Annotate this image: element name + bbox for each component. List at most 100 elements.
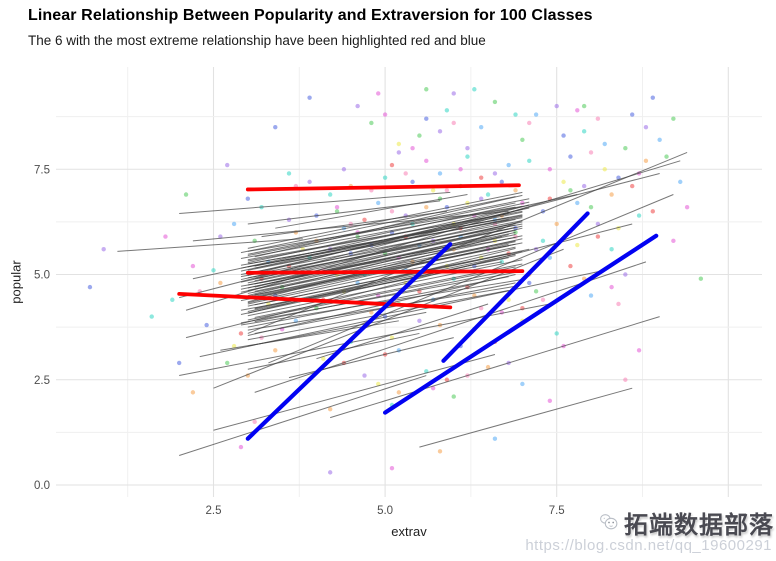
scatter-point — [499, 179, 504, 185]
scatter-point — [451, 120, 456, 126]
scatter-point — [588, 204, 594, 210]
scatter-point — [87, 284, 93, 290]
regression-line-gray — [247, 191, 523, 249]
scatter-point — [588, 293, 594, 298]
regression-line-gray — [179, 191, 451, 214]
regression-line-gray — [247, 242, 523, 297]
regression-line-gray — [240, 236, 516, 287]
regression-line-gray — [419, 387, 633, 448]
regression-line-gray — [254, 235, 523, 292]
scatter-point — [568, 154, 573, 159]
scatter-point — [636, 348, 642, 353]
scatter-point — [575, 108, 580, 113]
scatter-point — [327, 192, 333, 197]
scatter-point — [183, 192, 189, 197]
scatter-point — [465, 154, 470, 159]
scatter-point — [547, 167, 553, 172]
scatter-point — [410, 146, 415, 151]
scatter-point — [211, 268, 216, 273]
regression-line-gray — [247, 204, 530, 276]
scatter-point — [437, 449, 443, 454]
scatter-point — [678, 179, 683, 185]
y-tick-label: 7.5 — [34, 164, 50, 176]
regression-line-red — [177, 291, 453, 310]
scatter-point — [238, 331, 244, 336]
scatter-point — [472, 87, 477, 92]
scatter-point — [369, 120, 374, 126]
scatter-point — [478, 196, 484, 201]
scatter-point — [643, 158, 649, 164]
regression-line-gray — [240, 205, 523, 259]
scatter-point — [245, 196, 251, 201]
scatter-point — [362, 217, 367, 222]
scatter-point — [163, 234, 168, 239]
scatter-point — [238, 444, 244, 450]
regression-line-gray — [117, 238, 303, 252]
y-tick-label: 5.0 — [34, 270, 50, 282]
scatter-point — [376, 200, 381, 206]
scatter-point — [492, 99, 498, 105]
scatter-point — [231, 343, 237, 349]
scatter-point — [698, 276, 704, 281]
regression-line-gray — [247, 246, 516, 305]
scatter-point — [547, 255, 553, 260]
scatter-point — [465, 146, 470, 151]
regression-line-gray — [247, 266, 516, 321]
scatter-point — [506, 297, 511, 302]
scatter-point — [190, 390, 196, 395]
watermark-url: https://blog.csdn.net/qq_19600291 — [525, 537, 772, 554]
scatter-point — [513, 188, 518, 193]
watermark: 拓端数据部落 — [598, 502, 774, 542]
scatter-point — [664, 154, 669, 159]
scatter-point — [327, 407, 333, 412]
scatter-point — [513, 112, 518, 117]
regression-line-gray — [220, 320, 399, 351]
chart-title: Linear Relationship Between Popularity a… — [28, 7, 593, 24]
regression-line-gray — [247, 217, 523, 268]
scatter-point — [527, 280, 532, 286]
scatter-point — [520, 137, 525, 142]
scatter-point — [609, 284, 614, 290]
scatter-point — [527, 158, 532, 164]
scatter-point — [554, 221, 559, 227]
scatter-point — [396, 150, 402, 155]
regression-line-gray — [316, 303, 489, 360]
scatter-point — [417, 133, 422, 138]
regression-line-gray — [179, 375, 427, 457]
regression-line-gray — [240, 270, 523, 324]
regression-line-gray — [213, 354, 496, 431]
scatter-point — [376, 91, 381, 96]
scatter-point — [327, 470, 333, 475]
scatter-point — [588, 150, 594, 155]
scatter-point — [609, 192, 614, 197]
scatter-point — [190, 263, 196, 269]
scatter-point — [410, 179, 415, 185]
scatter-point — [355, 103, 360, 109]
scatter-point — [424, 116, 429, 121]
scatter-point — [444, 108, 450, 113]
scatter-point — [389, 209, 395, 214]
scatter-point — [581, 103, 587, 109]
scatter-point — [623, 377, 628, 382]
scatter-point — [602, 167, 607, 172]
scatter-point — [252, 419, 257, 425]
scatter-point — [630, 183, 635, 189]
regression-line-gray — [247, 215, 523, 265]
regression-line-gray — [247, 332, 420, 370]
scatter-point — [444, 188, 450, 193]
regression-line-gray — [247, 212, 509, 262]
scatter-point — [478, 124, 484, 130]
scatter-point — [650, 95, 655, 100]
scatter-point — [485, 192, 491, 197]
scatter-point — [492, 436, 498, 441]
regression-line-gray — [254, 268, 516, 323]
x-tick-label: 5.0 — [377, 505, 393, 517]
scatter-point — [382, 175, 388, 180]
scatter-point — [444, 377, 450, 382]
x-tick-label: 7.5 — [549, 505, 565, 517]
scatter-point — [533, 289, 539, 294]
scatter-point — [458, 167, 463, 172]
regression-line-gray — [240, 231, 516, 290]
regression-line-gray — [247, 200, 441, 225]
